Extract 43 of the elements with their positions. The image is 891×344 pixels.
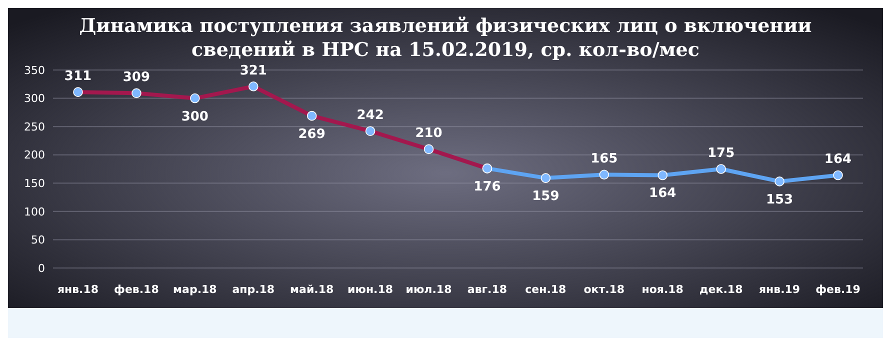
data-label: 311	[64, 69, 92, 84]
point	[540, 173, 551, 183]
data-label: 269	[298, 126, 326, 142]
y-tick-label: 300	[24, 92, 45, 106]
y-tick-label: 100	[24, 205, 45, 218]
point	[716, 164, 726, 174]
x-tick-label: фев.18	[114, 283, 159, 296]
data-label: 175	[708, 146, 735, 161]
data-label: 164	[649, 186, 676, 202]
data-label: 176	[474, 179, 501, 194]
point	[833, 170, 843, 180]
x-tick-label: апр.18	[232, 283, 275, 296]
y-tick-label: 250	[24, 120, 45, 134]
y-tick-label: 0	[38, 262, 45, 275]
x-tick-label: дек.18	[699, 283, 743, 296]
x-tick-label: янв.18	[57, 283, 99, 296]
chart-title: Динамика поступления заявлений физических лиц о включении сведений в НРС на 15.02.2019, ср. кол-во/мес	[79, 15, 812, 61]
y-tick-label: 350	[24, 64, 45, 77]
x-tick-label: сен.18	[525, 283, 566, 296]
x-tick-label: июл.18	[406, 283, 452, 296]
data-label: 153	[766, 192, 794, 208]
data-label: 300	[181, 109, 208, 124]
x-tick-label: авг.18	[467, 283, 508, 296]
data-label: 164	[824, 152, 852, 168]
point	[774, 176, 784, 186]
data-label: 165	[590, 152, 618, 167]
y-tick-label: 50	[31, 234, 45, 247]
x-tick-label: окт.18	[584, 283, 625, 296]
x-tick-label: фев.19	[816, 283, 860, 296]
x-tick-label: мар.18	[173, 283, 217, 296]
x-tick-label: янв.19	[758, 283, 800, 296]
data-label: 159	[532, 189, 560, 204]
data-label: 309	[122, 70, 150, 86]
point	[599, 170, 610, 180]
data-label: 210	[415, 126, 442, 142]
data-label: 321	[240, 63, 267, 78]
point	[658, 170, 668, 180]
data-label: 242	[356, 108, 384, 124]
x-tick-label: ноя.18	[642, 283, 684, 296]
y-tick-label: 200	[24, 148, 45, 162]
x-tick-label: май.18	[290, 283, 334, 296]
y-tick-label: 150	[24, 176, 45, 190]
x-tick-label: июн.18	[348, 283, 394, 296]
